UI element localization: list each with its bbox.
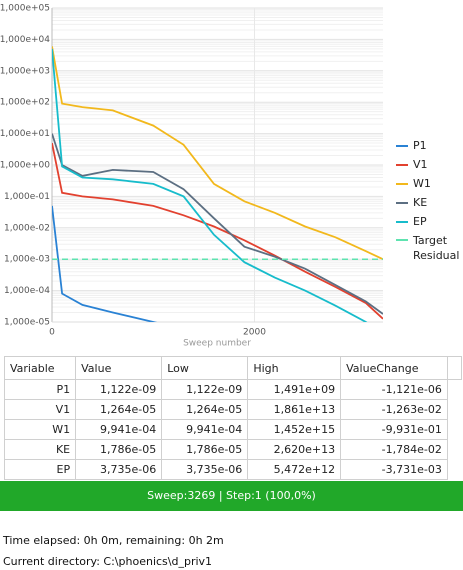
- table-row: KE 1,786e-05 1,786e-05 2,620e+13 -1,784e-02: [3, 439, 462, 460]
- x-axis-label: Sweep number: [183, 339, 251, 349]
- table-cell: 1,452e+15: [247, 419, 342, 440]
- y-tick-label: 1,000e-03: [4, 255, 50, 265]
- y-tick-label: 1,000e+02: [0, 98, 50, 108]
- table-cell: -1,784e-02: [340, 439, 448, 460]
- series-line: [52, 48, 368, 322]
- table-cell: P1: [3, 379, 77, 400]
- series-line: [52, 142, 383, 320]
- y-tick-label: 1,000e-01: [4, 192, 50, 202]
- legend: P1 V1 W1 KE EP Target Residual: [394, 136, 463, 262]
- series-line: [52, 46, 383, 261]
- table-cell: 3,735e-06: [75, 459, 163, 480]
- table-cell: W1: [3, 419, 77, 440]
- table-cell: 2,620e+13: [247, 439, 342, 460]
- plot: [52, 46, 383, 322]
- legend-swatch: [396, 164, 408, 166]
- column-header: Low: [161, 356, 249, 380]
- legend-item: Target Residual: [394, 231, 459, 262]
- legend-item: P1: [394, 136, 463, 155]
- column-header: Value: [75, 356, 163, 380]
- legend-item: KE: [394, 193, 463, 212]
- x-tick-label: 2000: [243, 328, 266, 338]
- column-header: High: [247, 356, 342, 380]
- table-cell: V1: [3, 399, 77, 420]
- legend-label: KE: [413, 196, 428, 209]
- time-text: Time elapsed: 0h 0m, remaining: 0h 2m: [3, 534, 224, 547]
- column-header: Variable: [3, 356, 77, 380]
- legend-label: Target Residual: [413, 234, 460, 262]
- y-tick-label: 1,000e-05: [4, 318, 50, 328]
- series-line: [52, 133, 383, 315]
- table-cell: 1,264e-05: [161, 399, 249, 420]
- table-cell-filler: [447, 380, 461, 400]
- table-cell: 9,941e-04: [75, 419, 163, 440]
- legend-item: EP: [394, 212, 463, 231]
- y-tick-label: 1,000e+03: [0, 66, 50, 76]
- table-cell: -9,931e-01: [340, 419, 448, 440]
- y-tick-label: 1,000e+00: [0, 161, 50, 171]
- legend-label: W1: [413, 177, 431, 190]
- table-cell: EP: [3, 459, 77, 480]
- legend-swatch: [396, 202, 408, 204]
- column-header-filler: [446, 356, 463, 380]
- legend-label: V1: [413, 158, 428, 171]
- table-cell-filler: [447, 420, 461, 440]
- table-cell: KE: [3, 439, 77, 460]
- status-bar: Sweep:3269 | Step:1 (100,0%): [0, 481, 463, 511]
- table-cell-filler: [447, 400, 461, 420]
- legend-item: W1: [394, 174, 463, 193]
- legend-swatch: [396, 183, 408, 185]
- table-cell: -1,263e-02: [340, 399, 448, 420]
- y-tick-label: 1,000e+01: [0, 129, 50, 139]
- y-tick-label: 1,000e-02: [4, 223, 50, 233]
- table-row: V1 1,264e-05 1,264e-05 1,861e+13 -1,263e-02: [3, 399, 462, 420]
- legend-swatch: [396, 145, 408, 147]
- table-cell-filler: [447, 440, 461, 460]
- y-tick-label: 1,000e+05: [0, 4, 50, 14]
- table-row: P1 1,122e-09 1,122e-09 1,491e+09 -1,121e-06: [3, 379, 462, 400]
- table-cell-filler: [447, 460, 461, 480]
- table-cell: 1,122e-09: [75, 379, 163, 400]
- chart: Sweep number 1,000e-05 1,000e-04 1,000e-03…: [0, 4, 383, 349]
- table-cell: 9,941e-04: [161, 419, 249, 440]
- directory-text: Current directory: C:\phoenics\d_priv1: [3, 555, 213, 568]
- table-cell: -1,121e-06: [340, 379, 448, 400]
- x-tick-label: 0: [49, 328, 55, 338]
- table-cell: 1,264e-05: [75, 399, 163, 420]
- table-cell: 1,786e-05: [161, 439, 249, 460]
- table-cell: -3,731e-03: [340, 459, 448, 480]
- y-tick-label: 1,000e-04: [4, 286, 50, 296]
- table-cell: 1,491e+09: [247, 379, 342, 400]
- legend-swatch: [396, 221, 408, 223]
- table-cell: 3,735e-06: [161, 459, 249, 480]
- table-cell: 5,472e+12: [247, 459, 342, 480]
- table-cell: 1,786e-05: [75, 439, 163, 460]
- table-row: W1 9,941e-04 9,941e-04 1,452e+15 -9,931e-01: [3, 419, 462, 440]
- legend-label: EP: [413, 215, 427, 228]
- legend-item: V1: [394, 155, 463, 174]
- legend-swatch: [396, 239, 408, 241]
- table-cell: 1,122e-09: [161, 379, 249, 400]
- column-header: ValueChange: [340, 356, 448, 380]
- y-tick-label: 1,000e+04: [0, 35, 50, 45]
- table-header: Variable Value Low High ValueChange: [3, 356, 463, 380]
- variables-table: Variable Value Low High ValueChange P1 1,122e-…: [3, 356, 463, 480]
- series-line: [52, 205, 158, 322]
- legend-label: P1: [413, 139, 427, 152]
- table-cell: 1,861e+13: [247, 399, 342, 420]
- table-row: EP 3,735e-06 3,735e-06 5,472e+12 -3,731e-03: [3, 459, 462, 480]
